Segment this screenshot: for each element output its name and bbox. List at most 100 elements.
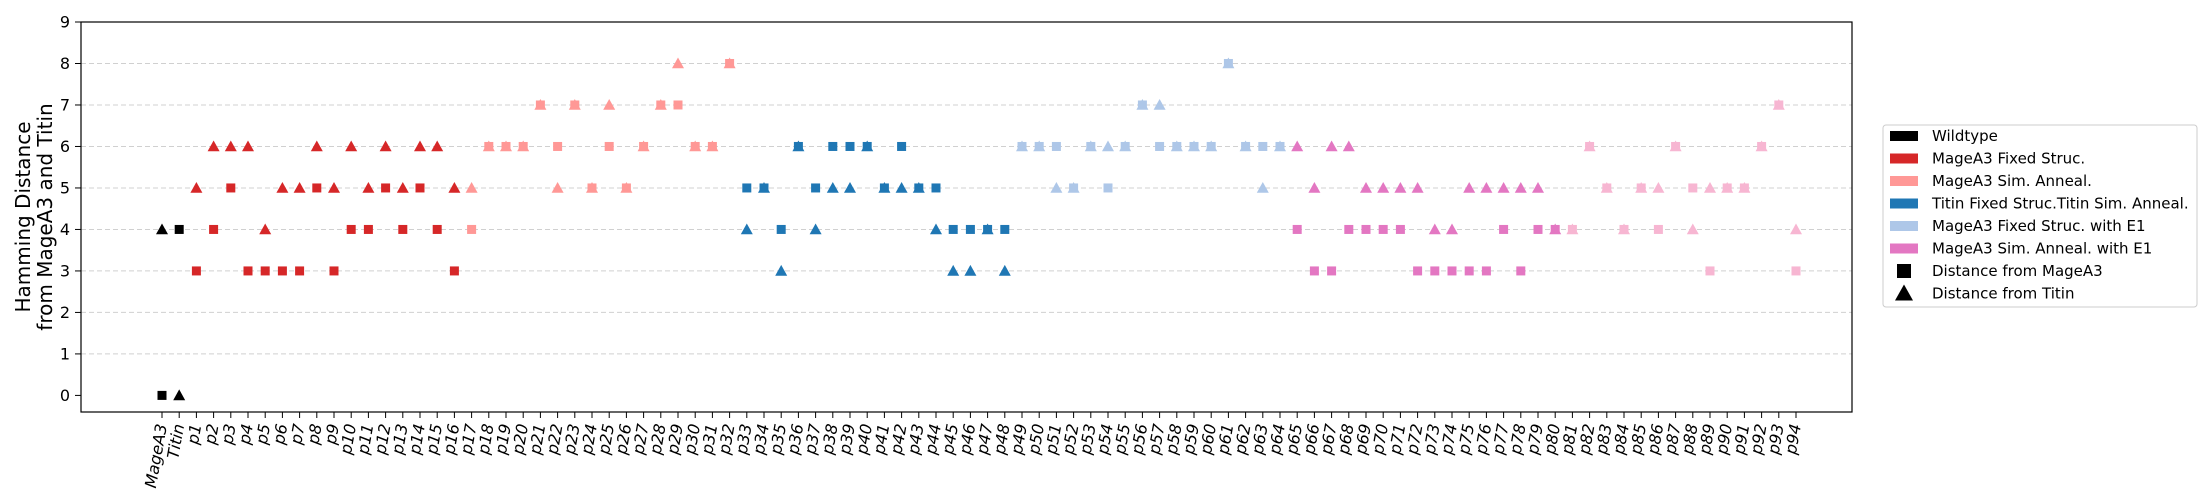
- point-distance-from-titin: [1239, 140, 1252, 152]
- legend-marker-square: [1897, 264, 1911, 278]
- point-distance-from-titin: [1342, 140, 1355, 152]
- point-distance-from-titin: [620, 181, 633, 193]
- point-distance-from-mageA3: [1516, 266, 1526, 276]
- point-distance-from-titin: [1618, 223, 1630, 235]
- point-distance-from-mageA3: [226, 183, 236, 193]
- point-distance-from-titin: [414, 140, 426, 152]
- point-distance-from-titin: [1566, 223, 1579, 235]
- legend-label: Wildtype: [1932, 127, 1998, 145]
- legend-swatch: [1890, 131, 1918, 141]
- point-distance-from-mageA3: [1292, 224, 1302, 234]
- point-distance-from-mageA3: [398, 224, 408, 234]
- x-tick-label: p7: [286, 422, 309, 447]
- point-distance-from-titin: [156, 223, 168, 235]
- y-tick-label: 8: [60, 54, 70, 73]
- point-distance-from-mageA3: [1309, 266, 1319, 276]
- point-distance-from-mageA3: [811, 183, 821, 193]
- point-distance-from-titin: [379, 140, 392, 152]
- point-distance-from-mageA3: [1361, 224, 1371, 234]
- point-distance-from-titin: [964, 264, 977, 276]
- point-distance-from-mageA3: [776, 224, 786, 234]
- point-distance-from-titin: [775, 264, 788, 276]
- point-distance-from-titin: [173, 389, 186, 401]
- point-distance-from-titin: [930, 223, 942, 235]
- point-distance-from-titin: [1772, 98, 1785, 110]
- y-axis: 0 1 2 3 4 5 6 7 8 9: [60, 13, 81, 405]
- point-distance-from-titin: [1652, 181, 1665, 193]
- point-distance-from-mageA3: [845, 141, 855, 151]
- point-distance-from-titin: [947, 264, 960, 276]
- point-distance-from-mageA3: [1413, 266, 1423, 276]
- y-axis-label-line1: Hamming Distance: [11, 122, 35, 313]
- point-distance-from-titin: [1325, 140, 1338, 152]
- point-distance-from-titin: [500, 140, 512, 152]
- point-distance-from-titin: [844, 181, 856, 193]
- point-distance-from-titin: [1136, 98, 1149, 110]
- gridlines: [81, 21, 1852, 355]
- point-distance-from-mageA3: [312, 183, 322, 193]
- point-distance-from-titin: [1755, 140, 1768, 152]
- point-distance-from-mageA3: [673, 100, 683, 110]
- point-distance-from-titin: [1377, 181, 1390, 193]
- point-distance-from-titin: [586, 181, 598, 193]
- point-distance-from-titin: [1016, 140, 1028, 152]
- point-distance-from-titin: [809, 223, 822, 235]
- point-distance-from-titin: [1686, 223, 1699, 235]
- point-distance-from-mageA3: [260, 266, 270, 276]
- point-distance-from-titin: [740, 223, 753, 235]
- point-distance-from-mageA3: [931, 183, 941, 193]
- point-distance-from-titin: [1480, 181, 1493, 193]
- point-distance-from-titin: [1067, 181, 1080, 193]
- legend-label: MageA3 Sim. Anneal.: [1932, 172, 2092, 190]
- y-tick-label: 5: [60, 178, 70, 197]
- point-distance-from-titin: [276, 181, 289, 193]
- point-distance-from-titin: [603, 98, 616, 110]
- legend: Wildtype MageA3 Fixed Struc. MageA3 Sim. A…: [1882, 124, 2198, 308]
- x-tick-label: p8: [303, 422, 325, 446]
- y-tick-label: 0: [60, 386, 70, 405]
- point-distance-from-titin: [345, 140, 358, 152]
- point-distance-from-titin: [1119, 140, 1132, 152]
- point-distance-from-titin: [1084, 140, 1097, 152]
- point-distance-from-titin: [1446, 223, 1458, 235]
- x-tick-label: p3: [217, 422, 239, 446]
- legend-label: Distance from Titin: [1932, 285, 2074, 303]
- point-distance-from-mageA3: [415, 183, 425, 193]
- point-distance-from-titin: [981, 223, 994, 235]
- point-distance-from-mageA3: [828, 141, 838, 151]
- point-distance-from-titin: [465, 181, 478, 193]
- point-distance-from-titin: [568, 98, 581, 110]
- point-distance-from-titin: [654, 98, 667, 110]
- point-distance-from-titin: [293, 181, 306, 193]
- point-distance-from-mageA3: [1705, 266, 1715, 276]
- point-distance-from-titin: [1256, 181, 1269, 193]
- legend-swatch: [1890, 176, 1918, 186]
- point-distance-from-mageA3: [329, 266, 339, 276]
- point-distance-from-titin: [1600, 181, 1613, 193]
- y-tick-label: 3: [60, 261, 70, 280]
- point-distance-from-titin: [895, 181, 908, 193]
- point-distance-from-mageA3: [1430, 266, 1440, 276]
- point-distance-from-mageA3: [1653, 224, 1663, 234]
- point-distance-from-titin: [723, 57, 736, 69]
- legend-marker-triangle: [1895, 284, 1913, 301]
- point-distance-from-mageA3: [1051, 141, 1061, 151]
- point-distance-from-titin: [551, 181, 564, 193]
- point-distance-from-mageA3: [243, 266, 253, 276]
- point-distance-from-mageA3: [467, 224, 477, 234]
- point-distance-from-mageA3: [1464, 266, 1474, 276]
- point-distance-from-titin: [1635, 181, 1648, 193]
- point-distance-from-titin: [1360, 181, 1372, 193]
- point-distance-from-titin: [482, 140, 495, 152]
- point-distance-from-mageA3: [1155, 141, 1165, 151]
- legend-swatch: [1890, 153, 1918, 164]
- point-distance-from-titin: [826, 181, 839, 193]
- legend-swatch: [1890, 198, 1918, 209]
- point-distance-from-mageA3: [1327, 266, 1337, 276]
- x-tick-label: p9: [321, 422, 343, 446]
- point-distance-from-titin: [517, 140, 530, 152]
- x-tick-label: p4: [235, 422, 257, 446]
- x-tick-label: p94: [1781, 422, 1805, 456]
- point-distance-from-mageA3: [1791, 266, 1801, 276]
- point-distance-from-titin: [534, 98, 547, 110]
